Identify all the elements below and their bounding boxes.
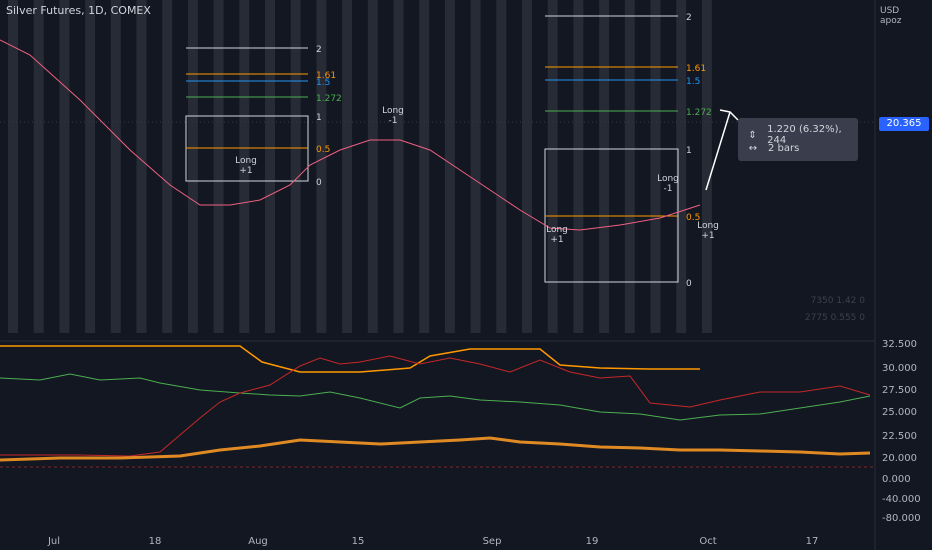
currency-label: USD apoz (880, 6, 901, 26)
vertical-band (187, 0, 198, 333)
signal-label: Long (697, 221, 719, 231)
vertical-band (547, 0, 558, 333)
measure-bars-row: ↔ 2 bars (746, 143, 800, 154)
vertical-band (290, 0, 301, 333)
signal-label: Long (382, 106, 404, 116)
vertical-band (265, 0, 275, 333)
fib-level-label: 1.272 (686, 108, 712, 118)
signal-sub: +1 (239, 166, 252, 176)
vertical-band (110, 0, 121, 333)
vertical-band (573, 0, 584, 333)
fib-level-label: 1.272 (316, 94, 342, 104)
vertical-band-overlay (8, 0, 712, 333)
fib-level-label: 1.5 (316, 78, 330, 88)
fib-level-label: 0.5 (686, 213, 700, 223)
vertical-band (239, 0, 250, 333)
ma-line (0, 39, 701, 231)
fib-level-label: 1 (686, 146, 692, 156)
oscillator-pane (0, 345, 871, 462)
osc-red-line (0, 355, 871, 457)
vertical-band (676, 0, 687, 333)
osc-tick: 32.500 (882, 339, 917, 350)
osc-orange-line (0, 345, 700, 373)
vertical-band (599, 0, 610, 333)
fib-level-label: 0.5 (316, 145, 330, 155)
vertical-band (393, 0, 404, 333)
fib-level-label: 1 (316, 113, 322, 123)
time-tick: Aug (248, 536, 268, 547)
osc-tick: 0.000 (882, 474, 911, 485)
range-icon: ⇕ (748, 129, 757, 141)
last-price-tag: 20.365 (879, 117, 929, 131)
measure-arrow-head (719, 109, 739, 121)
time-tick: Sep (483, 536, 502, 547)
vertical-band (8, 0, 18, 333)
osc-tick: 25.000 (882, 407, 917, 418)
vertical-band (59, 0, 70, 333)
signal-sub: +1 (550, 235, 563, 245)
time-tick: 15 (352, 536, 365, 547)
vertical-band (162, 0, 173, 333)
osc-tick: 27.500 (882, 385, 917, 396)
vertical-band (701, 0, 712, 333)
signal-sub: -1 (389, 116, 398, 126)
vertical-band (650, 0, 661, 333)
vertical-band (522, 0, 532, 333)
vertical-band (33, 0, 44, 333)
vertical-band (624, 0, 635, 333)
vertical-band (213, 0, 224, 333)
time-tick: 19 (586, 536, 599, 547)
vertical-band (136, 0, 147, 333)
measure-arrow-line (705, 111, 731, 191)
time-tick: 18 (149, 536, 162, 547)
moving-average-line (0, 39, 701, 231)
vertical-band (316, 0, 327, 333)
stat-readout: 2775 0.555 0 (805, 313, 865, 323)
vertical-band (85, 0, 96, 333)
signal-label: Long (546, 225, 568, 235)
signal-sub: -1 (664, 184, 673, 194)
time-tick: Oct (699, 536, 716, 547)
osc-tick: -40.000 (882, 494, 921, 505)
stat-readout: 7350 1.42 0 (811, 296, 866, 306)
currency-text: USD (880, 6, 900, 16)
price-axis: 21.50021.00020.50020.00019.50019.00018.5… (874, 0, 921, 550)
measure-change: 1.220 (6.32%), 244 (767, 124, 842, 146)
time-tick: 17 (806, 536, 819, 547)
chart-title: Silver Futures, 1D, COMEX (6, 4, 151, 17)
signal-label: Long (235, 156, 257, 166)
vertical-band (367, 0, 378, 333)
time-axis: Jul 18 Aug 15 Sep 19 Oct 17 (47, 536, 818, 547)
fib-level-label: 1.61 (686, 64, 706, 74)
osc-thick-line (0, 436, 871, 462)
scale-mode: apoz (880, 16, 902, 26)
osc-green-line (0, 373, 871, 421)
osc-tick: 20.000 (882, 453, 917, 464)
fib-level-label: 2 (316, 45, 322, 55)
fib-level-label: 0 (686, 279, 692, 289)
fib-level-label: 1.5 (686, 77, 700, 87)
measure-bars: 2 bars (768, 143, 800, 154)
measure-tooltip: ⇕ 1.220 (6.32%), 244 ↔ 2 bars (738, 118, 858, 161)
time-tick: Jul (47, 536, 60, 547)
vertical-band (419, 0, 430, 333)
osc-tick: 30.000 (882, 363, 917, 374)
bars-range-icon: ↔ (748, 143, 758, 154)
grid-lines (0, 121, 875, 468)
vertical-band (470, 0, 481, 333)
osc-tick: -80.000 (882, 513, 921, 524)
measure-change-row: ⇕ 1.220 (6.32%), 244 (746, 124, 858, 146)
fib-level-label: 0 (316, 178, 322, 188)
fib-level-label: 2 (686, 13, 692, 23)
vertical-band (496, 0, 507, 333)
osc-tick: 22.500 (882, 431, 917, 442)
signal-label: Long (657, 174, 679, 184)
vertical-band (444, 0, 455, 333)
signal-sub: +1 (701, 231, 714, 241)
fib-level-label: 1.61 (316, 71, 336, 81)
vertical-band (342, 0, 353, 333)
